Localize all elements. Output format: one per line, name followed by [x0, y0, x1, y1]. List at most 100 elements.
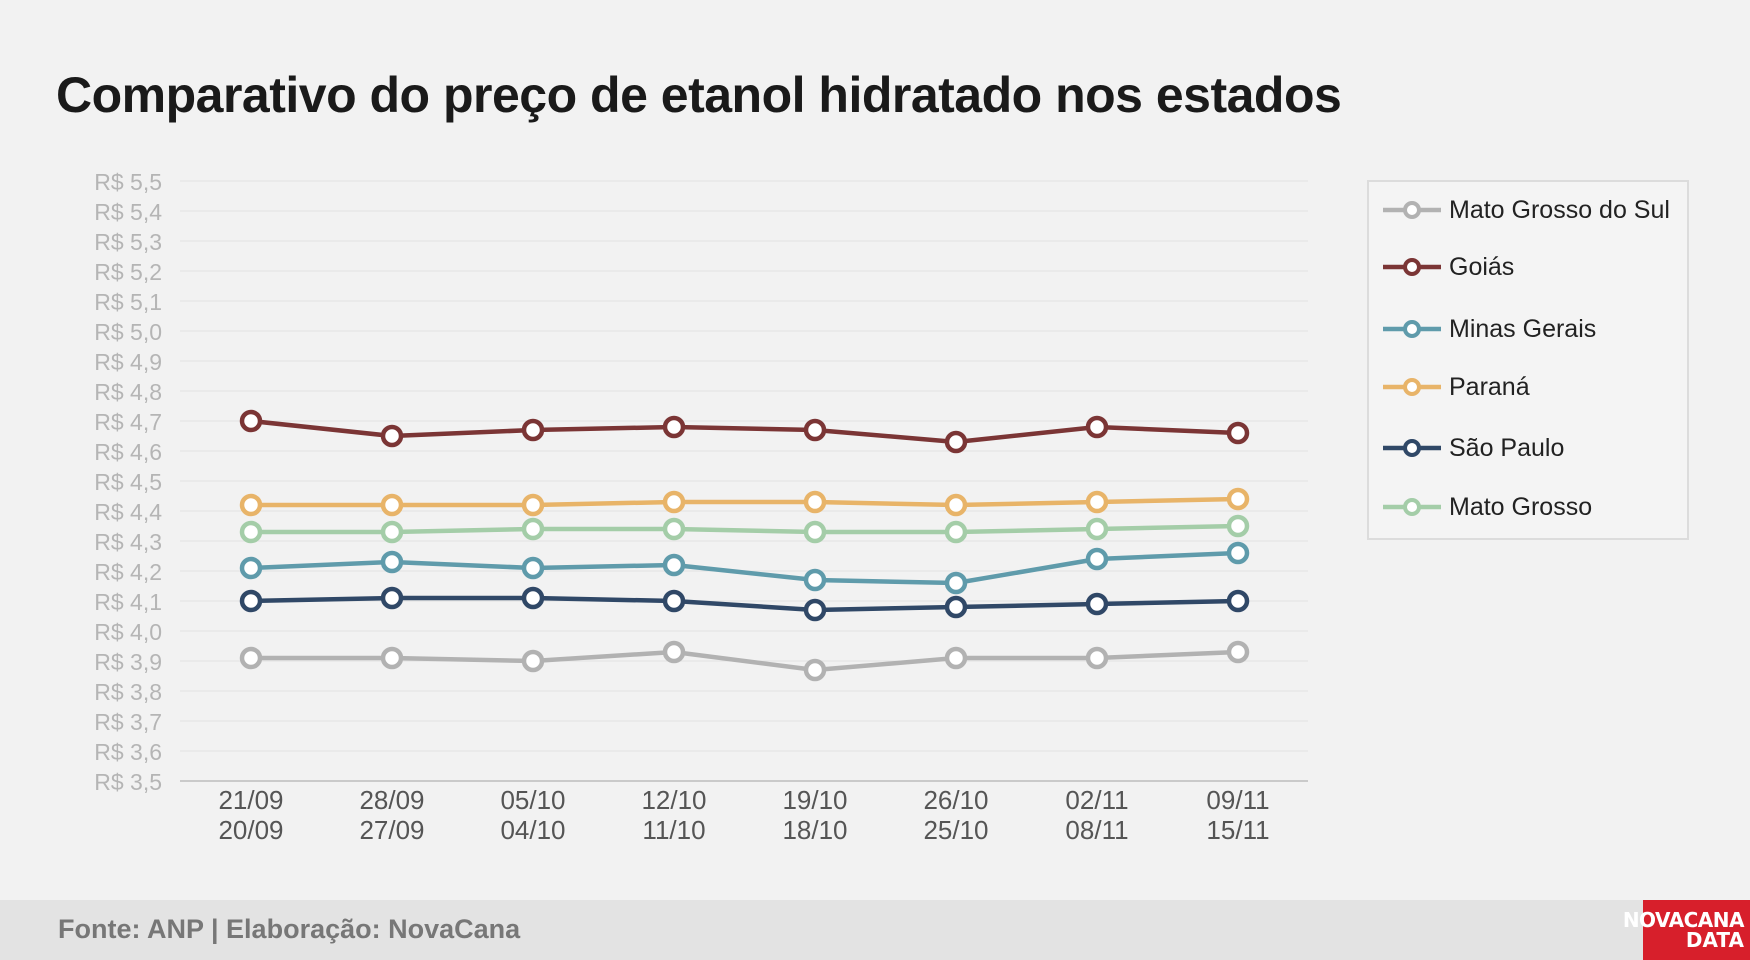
data-point: [803, 568, 827, 592]
legend-swatch: [1383, 378, 1441, 396]
y-tick-label: R$ 5,4: [94, 199, 162, 225]
y-tick-label: R$ 4,9: [94, 349, 162, 375]
legend-label: Minas Gerais: [1449, 314, 1597, 343]
y-tick-label: R$ 4,3: [94, 529, 162, 555]
data-point: [239, 589, 263, 613]
data-point: [239, 520, 263, 544]
legend-item: Goiás: [1377, 247, 1687, 287]
series-line-2: [250, 550, 1239, 586]
data-point: [380, 646, 404, 670]
x-tick-label-secondary: 04/10: [500, 815, 565, 845]
y-tick-label: R$ 5,5: [94, 169, 162, 195]
data-point: [1226, 421, 1250, 445]
legend-item: Mato Grosso: [1377, 487, 1687, 527]
data-point: [1226, 640, 1250, 664]
legend-label: Mato Grosso: [1449, 492, 1593, 521]
x-tick-label: 26/10: [923, 785, 988, 815]
data-point: [662, 415, 686, 439]
data-point: [944, 493, 968, 517]
y-tick-label: R$ 4,5: [94, 469, 162, 495]
legend-swatch: [1383, 439, 1441, 457]
series-line-3: [251, 496, 1239, 508]
data-point: [521, 517, 545, 541]
data-point: [1226, 589, 1250, 613]
data-point: [239, 556, 263, 580]
data-point: [1085, 646, 1109, 670]
data-point: [803, 598, 827, 622]
data-point: [944, 571, 968, 595]
data-point: [380, 586, 404, 610]
data-point: [521, 556, 545, 580]
y-tick-label: R$ 5,0: [94, 319, 162, 345]
data-point: [944, 430, 968, 454]
data-point: [1085, 547, 1109, 571]
chart-title: Comparativo do preço de etanol hidratado…: [56, 67, 1342, 123]
logo-line-2: DATA: [1685, 928, 1744, 952]
x-tick-label-secondary: 27/09: [359, 815, 424, 845]
x-tick-label: 19/10: [782, 785, 847, 815]
logo-line-1: NOVACANA: [1622, 907, 1745, 932]
y-tick-label: R$ 5,3: [94, 229, 162, 255]
data-point: [1085, 490, 1109, 514]
data-point: [662, 490, 686, 514]
y-tick-label: R$ 3,5: [94, 769, 162, 795]
data-point: [1226, 541, 1250, 565]
data-point: [239, 409, 263, 433]
y-tick-label: R$ 4,0: [94, 619, 162, 645]
y-tick-label: R$ 4,2: [94, 559, 162, 585]
legend-swatch: [1383, 498, 1441, 516]
legend-label: Mato Grosso do Sul: [1449, 195, 1670, 224]
data-point: [662, 589, 686, 613]
y-tick-label: R$ 3,6: [94, 739, 162, 765]
x-tick-label-secondary: 08/11: [1065, 815, 1128, 845]
legend-label: Paraná: [1449, 372, 1530, 401]
x-tick-label: 12/10: [641, 785, 706, 815]
data-point: [239, 493, 263, 517]
brand-logo: NOVACANA DATA: [1623, 900, 1750, 960]
data-point: [944, 646, 968, 670]
x-tick-label-secondary: 18/10: [782, 815, 847, 845]
legend-item: Minas Gerais: [1377, 309, 1687, 349]
data-point: [803, 418, 827, 442]
y-tick-label: R$ 4,1: [94, 589, 162, 615]
y-tick-label: R$ 4,8: [94, 379, 162, 405]
y-tick-label: R$ 3,8: [94, 679, 162, 705]
data-point: [662, 640, 686, 664]
data-point: [944, 520, 968, 544]
data-point: [521, 418, 545, 442]
legend-label: São Paulo: [1449, 433, 1565, 462]
y-tick-label: R$ 4,6: [94, 439, 162, 465]
data-point: [662, 517, 686, 541]
x-tick-label: 28/09: [359, 785, 424, 815]
y-tick-label: R$ 5,2: [94, 259, 162, 285]
data-point: [380, 550, 404, 574]
data-point: [803, 490, 827, 514]
data-point: [239, 646, 263, 670]
data-point: [380, 424, 404, 448]
x-tick-label: 21/09: [218, 785, 283, 815]
footer: Fonte: ANP | Elaboração: NovaCana NOVACA…: [0, 900, 1750, 960]
data-point: [380, 520, 404, 544]
data-point: [944, 595, 968, 619]
legend-item: Paraná: [1377, 367, 1687, 407]
line-chart: R$ 3,5 R$ 3,6 R$ 3,7 R$ 3,8 R$ 3,9 R$ 4,0 R$ 4…: [94, 169, 1308, 845]
legend-swatch: [1383, 201, 1441, 219]
data-point: [803, 520, 827, 544]
x-tick-label: 09/11: [1206, 785, 1269, 815]
series-line-0: [251, 649, 1239, 673]
data-point: [380, 493, 404, 517]
legend: Mato Grosso do Sul Goiás Minas Gerais Paran…: [1367, 180, 1689, 540]
data-point: [803, 658, 827, 682]
y-tick-label: R$ 4,7: [94, 409, 162, 435]
x-tick-label-secondary: 25/10: [923, 815, 988, 845]
y-tick-label: R$ 3,7: [94, 709, 162, 735]
data-point: [1085, 415, 1109, 439]
x-tick-label-secondary: 11/10: [642, 815, 705, 845]
y-tick-label: R$ 5,1: [94, 289, 162, 315]
data-point: [521, 586, 545, 610]
series-line-5: [251, 523, 1239, 535]
y-tick-label: R$ 3,9: [94, 649, 162, 675]
y-tick-label: R$ 4,4: [94, 499, 162, 525]
legend-swatch: [1383, 320, 1441, 338]
data-point: [521, 649, 545, 673]
